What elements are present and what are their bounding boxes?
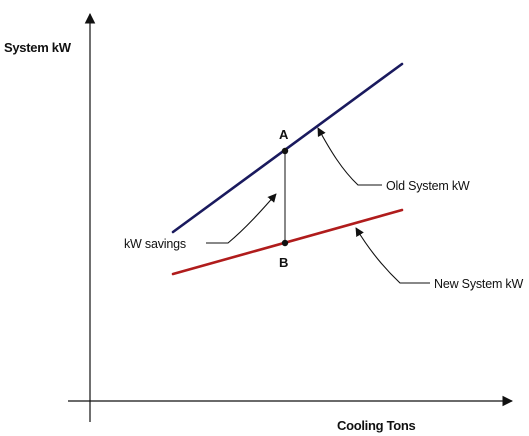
point-a-marker [281, 147, 289, 155]
point-b-label: B [279, 255, 288, 270]
new-system-callout-leader [355, 227, 430, 284]
point-a-label: A [279, 127, 289, 142]
old-system-callout-leader [317, 127, 382, 186]
x-axis-label: Cooling Tons [337, 418, 416, 433]
savings-callout-label: kW savings [124, 237, 186, 251]
old-system-line [171, 62, 404, 234]
y-axis-label: System kW [4, 40, 72, 55]
new-system-callout-label: New System kW [434, 277, 523, 291]
old-system-callout-label: Old System kW [386, 179, 470, 193]
point-b-marker [281, 239, 289, 247]
savings-callout-leader [206, 193, 277, 244]
